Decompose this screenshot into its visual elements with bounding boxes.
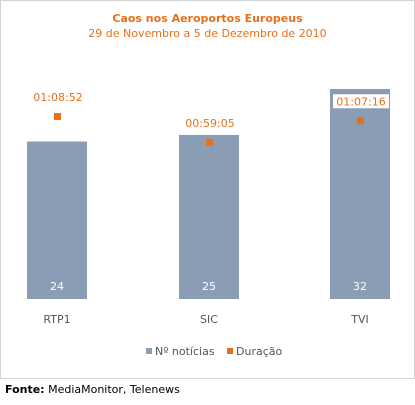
legend-swatch-duracao — [227, 348, 233, 354]
source-text: MediaMonitor, Telenews — [44, 383, 180, 396]
chart-subtitle: 29 de Novembro a 5 de Dezembro de 2010 — [88, 27, 327, 40]
bar-sic — [179, 134, 239, 299]
duration-label: 01:08:52 — [33, 91, 82, 104]
legend-label-duracao: Duração — [236, 345, 282, 358]
duration-label: 01:07:16 — [336, 95, 385, 108]
duration-point — [54, 113, 61, 120]
bar-rtp1 — [27, 141, 87, 299]
duration-point — [357, 117, 364, 125]
source-note: Fonte: MediaMonitor, Telenews — [5, 383, 180, 396]
category-label: SIC — [200, 313, 218, 326]
bar-value-label: 24 — [50, 280, 64, 293]
source-label: Fonte: — [5, 383, 45, 396]
chart-plot: 24 RTP1 01:08:52 25 SIC 00:59:05 32 TVI 01:07:16… — [27, 89, 390, 358]
duration-label-bg — [333, 94, 389, 109]
bar-value-label: 25 — [202, 280, 216, 293]
duration-label: 00:59:05 — [185, 117, 234, 130]
legend-label-noticias: Nº notícias — [155, 345, 215, 358]
duration-label-bg — [182, 116, 238, 130]
duration-point — [206, 139, 213, 146]
legend-swatch-noticias — [146, 348, 152, 354]
category-label: RTP1 — [43, 313, 70, 326]
category-label: TVI — [350, 313, 369, 326]
chart-title: Caos nos Aeroportos Europeus — [112, 12, 303, 25]
bar-value-label: 32 — [353, 280, 367, 293]
duration-label-bg — [30, 90, 86, 104]
